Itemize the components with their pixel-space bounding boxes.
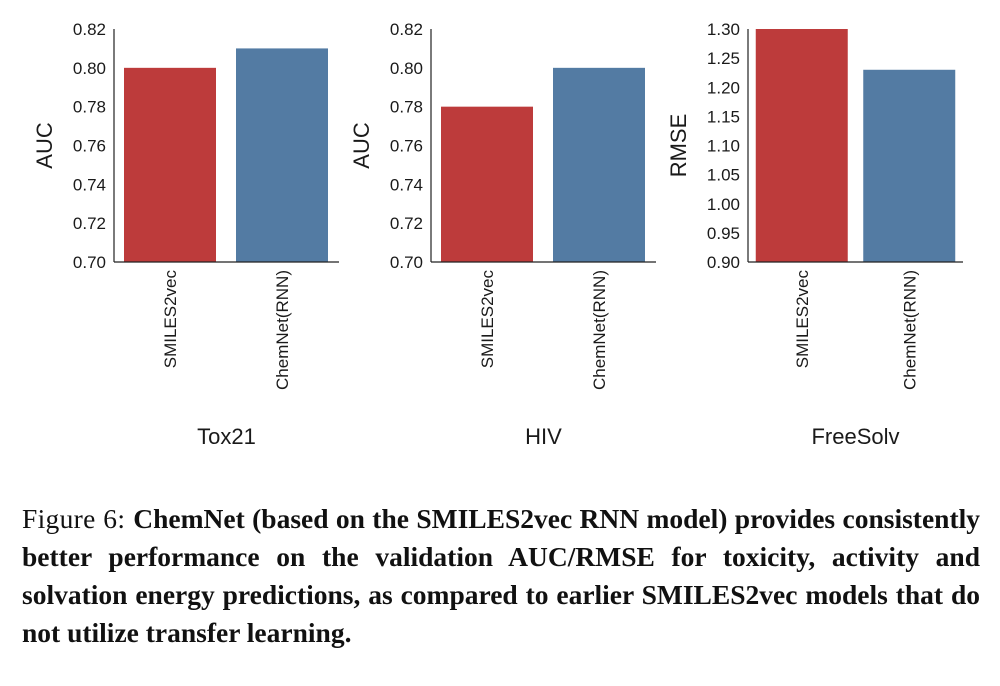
y-tick-label: 1.15 <box>707 107 740 126</box>
y-axis-label: RMSE <box>666 114 691 178</box>
y-tick-label: 0.76 <box>73 137 106 156</box>
bar-1 <box>124 67 216 262</box>
chart-1: 0.70 0.72 0.74 0.76 0.78 0.80 0.82 SMILES2vec Ch… <box>32 20 339 449</box>
y-tick-label: 0.80 <box>73 59 106 78</box>
y-tick-label: 0.82 <box>390 20 423 39</box>
x-axis-label: HIV <box>525 424 562 449</box>
x-tick-label: SMILES2vec <box>161 270 180 369</box>
x-tick-label: SMILES2vec <box>478 270 497 369</box>
bar-1 <box>755 29 848 262</box>
chart-3: 0.90 0.95 1.00 1.05 1.10 1.15 1.20 1.25 1.30 SMIL… <box>666 20 963 449</box>
x-axis-label: Tox21 <box>197 424 256 449</box>
y-tick-label: 0.78 <box>73 98 106 117</box>
x-axis-label: FreeSolv <box>811 424 899 449</box>
y-axis-label: AUC <box>32 122 57 169</box>
y-tick-label: 0.80 <box>390 59 423 78</box>
bar-2 <box>863 69 956 263</box>
y-tick-label: 0.72 <box>73 214 106 233</box>
y-tick-label: 0.78 <box>390 98 423 117</box>
x-tick-label: ChemNet(RNN) <box>273 270 292 390</box>
y-tick-label: 0.72 <box>390 214 423 233</box>
y-tick-label: 1.05 <box>707 166 740 185</box>
figure-charts: 0.70 0.72 0.74 0.76 0.78 0.80 0.82 SMILES2vec Ch… <box>32 20 963 449</box>
y-axis-label: AUC <box>349 122 374 169</box>
y-tick-label: 1.20 <box>707 78 740 97</box>
y-tick-label: 1.10 <box>707 137 740 156</box>
y-tick-label: 0.70 <box>73 253 106 272</box>
caption-label: Figure 6: <box>22 503 126 534</box>
y-tick-label: 0.82 <box>73 20 106 39</box>
x-tick-label: SMILES2vec <box>793 270 812 369</box>
y-tick-label: 0.74 <box>73 175 106 194</box>
bar-2 <box>236 48 328 262</box>
figure-caption: Figure 6: ChemNet (based on the SMILES2ve… <box>22 500 980 652</box>
y-tick-label: 0.76 <box>390 137 423 156</box>
y-tick-label: 0.70 <box>390 253 423 272</box>
bar-2 <box>553 67 645 262</box>
y-tick-label: 0.90 <box>707 253 740 272</box>
caption-text: ChemNet (based on the SMILES2vec RNN mod… <box>22 503 981 648</box>
bar-1 <box>441 106 533 263</box>
y-tick-label: 1.25 <box>707 49 740 68</box>
x-tick-label: ChemNet(RNN) <box>590 270 609 390</box>
x-tick-label: ChemNet(RNN) <box>900 270 919 390</box>
chart-2: 0.70 0.72 0.74 0.76 0.78 0.80 0.82 SMILES2vec Ch… <box>349 20 656 449</box>
y-tick-label: 1.30 <box>707 20 740 39</box>
y-tick-label: 1.00 <box>707 195 740 214</box>
y-tick-label: 0.95 <box>707 224 740 243</box>
y-tick-label: 0.74 <box>390 175 423 194</box>
